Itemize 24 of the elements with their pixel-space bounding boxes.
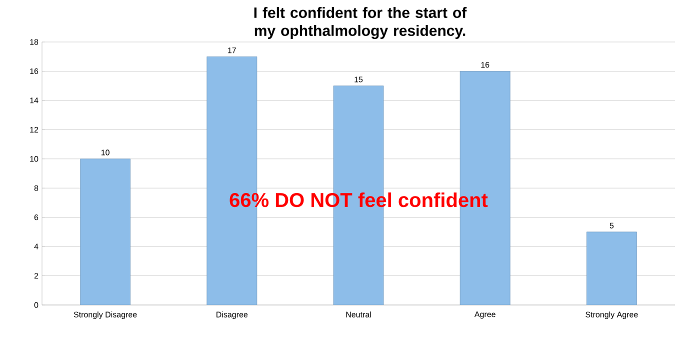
- x-tick-label: Disagree: [216, 312, 248, 319]
- annotation: 66% DO NOT feel confident: [230, 192, 488, 208]
- y-tick-label: 6: [34, 214, 38, 220]
- data-label: 15: [354, 76, 363, 82]
- bar: [586, 232, 637, 305]
- x-tick-label: Agree: [474, 312, 496, 319]
- data-label: 10: [101, 150, 110, 156]
- y-tick-label: 8: [34, 185, 38, 191]
- y-tick-label: 18: [30, 39, 38, 45]
- y-tick-label: 14: [30, 98, 38, 104]
- data-label: 5: [610, 222, 614, 228]
- x-tick-label: Strongly Disagree: [74, 312, 137, 319]
- bar: [80, 158, 131, 305]
- data-label: 16: [481, 62, 490, 68]
- y-tick-label: 4: [34, 244, 38, 250]
- chart-title: I felt confident for the start of my ophthalmology residency.: [254, 6, 467, 40]
- y-tick-label: 10: [30, 156, 38, 162]
- y-tick-label: 12: [30, 126, 38, 132]
- x-tick-label: Neutral: [346, 312, 371, 318]
- y-tick-label: 2: [34, 272, 38, 279]
- x-tick-label: Strongly Agree: [586, 312, 638, 319]
- y-tick-label: 16: [30, 68, 38, 74]
- data-label: 17: [228, 48, 236, 54]
- y-tick-label: 0: [34, 302, 38, 308]
